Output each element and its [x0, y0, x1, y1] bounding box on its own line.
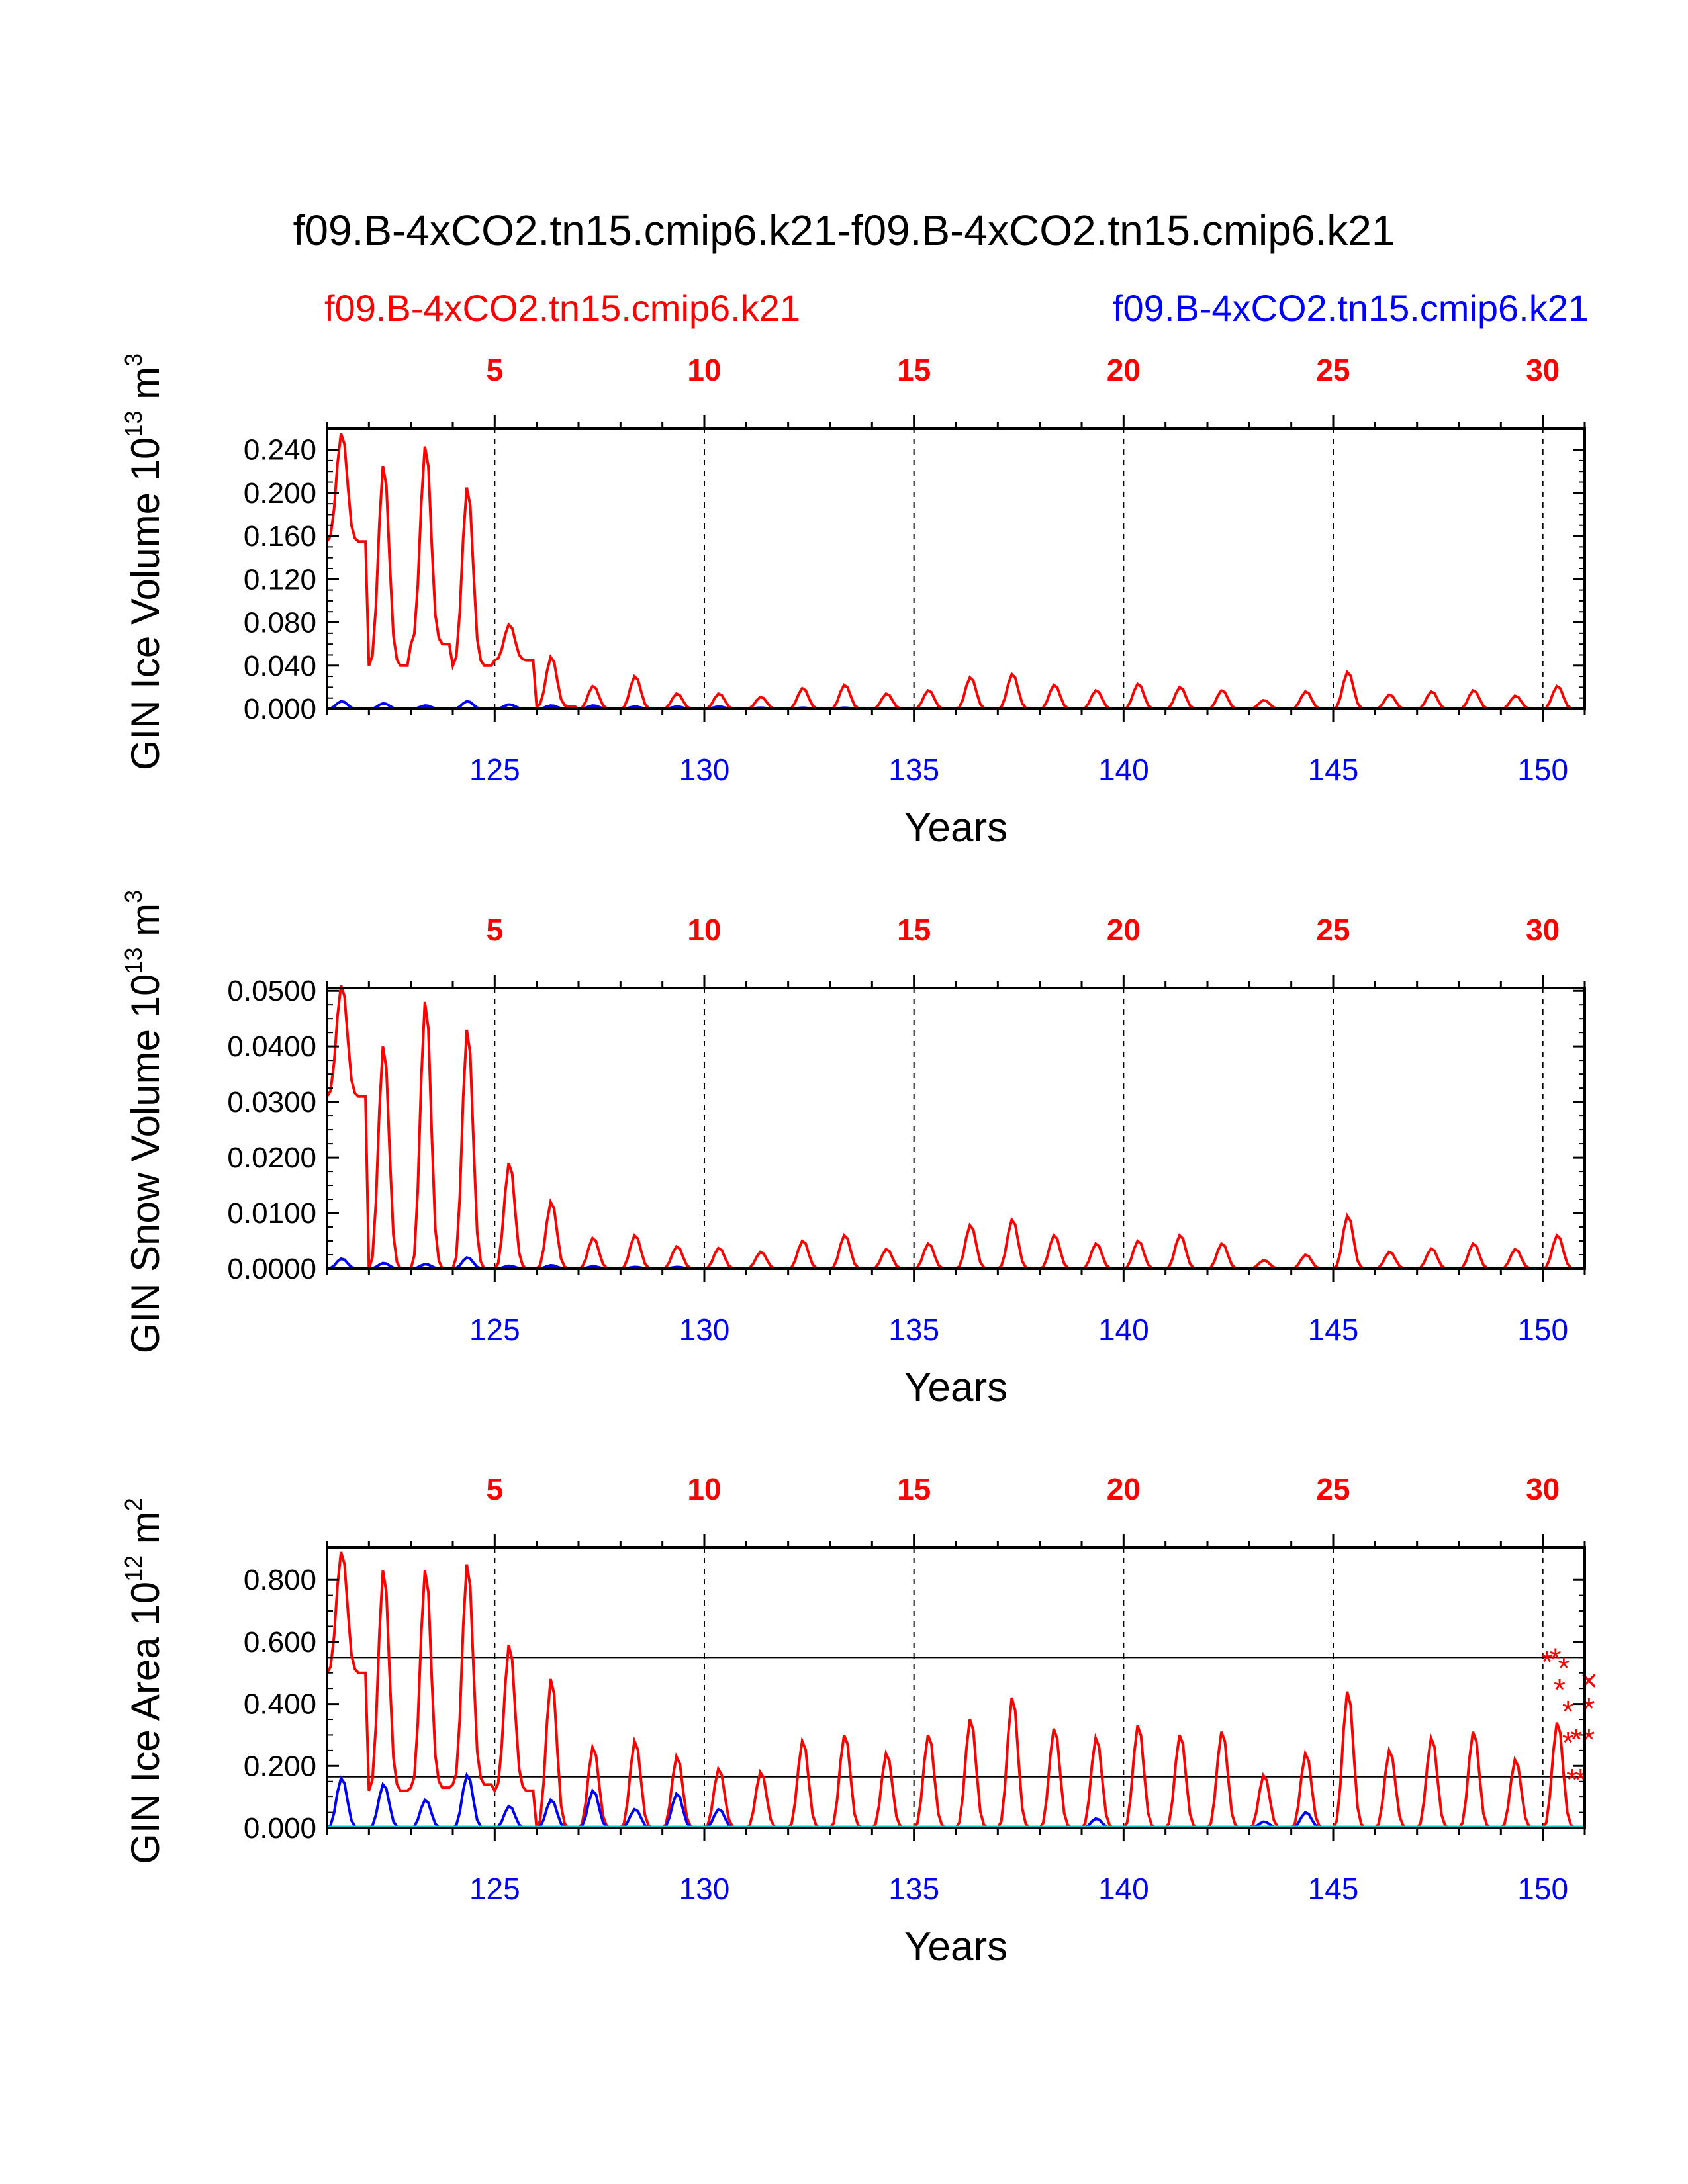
y-tick-label: 0.0200: [227, 1142, 316, 1174]
x-top-tick-label: 20: [1107, 913, 1141, 947]
x-top-tick-label: 20: [1107, 353, 1141, 387]
case-title-right: f09.B-4xCO2.tn15.cmip6.k21: [1113, 287, 1589, 329]
x-bottom-tick-label: 140: [1098, 752, 1149, 787]
x-top-tick-label: 25: [1316, 913, 1350, 947]
x-top-tick-label: 25: [1316, 353, 1350, 387]
x-bottom-tick-label: 125: [469, 752, 520, 787]
y-title-unit: m: [123, 367, 167, 411]
y-tick-label: 0.0400: [227, 1030, 316, 1063]
y-title-unit: m: [123, 903, 167, 948]
x-bottom-tick-label: 125: [469, 1872, 520, 1906]
x-axis-title: Years: [904, 1924, 1008, 1970]
y-tick-label: 0.200: [244, 1750, 316, 1782]
x-bottom-tick-label: 130: [679, 1872, 730, 1906]
case-title-left: f09.B-4xCO2.tn15.cmip6.k21: [324, 287, 800, 329]
series-line-blue: [326, 1255, 1581, 1270]
obs-marker: ×: [1580, 1663, 1598, 1698]
y-title-exponent: 12: [120, 1555, 147, 1582]
x-bottom-tick-label: 150: [1517, 1312, 1568, 1347]
obs-marker: *: [1562, 1725, 1574, 1760]
y-tick-label: 0.160: [244, 520, 316, 553]
x-top-tick-label: 25: [1316, 1472, 1350, 1506]
series-line-red: [326, 985, 1581, 1270]
y-tick-label: 0.0500: [227, 975, 316, 1007]
y-tick-label: 0.000: [244, 1812, 316, 1844]
y-tick-label: 0.040: [244, 650, 316, 682]
y-axis-title: GIN Ice Volume 1013 m3: [120, 353, 167, 770]
x-bottom-tick-label: 140: [1098, 1312, 1149, 1347]
obs-marker: *: [1550, 1641, 1562, 1676]
y-tick-label: 0.0300: [227, 1086, 316, 1118]
y-title-unit-exponent: 3: [120, 353, 147, 367]
obs-marker: *: [1558, 1651, 1570, 1685]
x-bottom-tick-label: 145: [1308, 1312, 1359, 1347]
y-title-exponent: 13: [120, 948, 147, 974]
x-top-tick-label: 30: [1526, 913, 1560, 947]
y-title-exponent: 13: [120, 411, 147, 437]
obs-marker: *: [1541, 1645, 1553, 1679]
series-line-blue: [326, 1772, 1581, 1829]
x-top-tick-label: 5: [487, 913, 504, 947]
y-title-text: GIN Ice Volume 10: [123, 437, 167, 771]
plot-frame: [326, 427, 1586, 710]
x-bottom-tick-label: 130: [679, 752, 730, 787]
series-line-red: [326, 1551, 1581, 1833]
x-top-tick-label: 5: [487, 1472, 504, 1506]
x-top-tick-label: 15: [897, 353, 931, 387]
x-bottom-tick-label: 150: [1517, 1872, 1568, 1906]
x-bottom-tick-label: 125: [469, 1312, 520, 1347]
obs-marker: *: [1570, 1722, 1582, 1756]
y-title-unit-exponent: 2: [120, 1498, 147, 1511]
y-tick-label: 0.200: [244, 477, 316, 510]
y-tick-label: 0.240: [244, 434, 316, 467]
x-top-tick-label: 10: [687, 913, 721, 947]
x-axis-title: Years: [904, 805, 1008, 850]
series-line-red: [326, 433, 1581, 711]
y-tick-label: 0.0000: [227, 1253, 316, 1285]
y-tick-label: 0.0100: [227, 1197, 316, 1230]
chart-title: f09.B-4xCO2.tn15.cmip6.k21-f09.B-4xCO2.t…: [293, 206, 1395, 254]
obs-marker: *: [1562, 1694, 1574, 1729]
obs-marker: *: [1554, 1672, 1566, 1707]
y-title-text: GIN Ice Area 10: [123, 1582, 167, 1864]
x-top-tick-label: 15: [897, 1472, 931, 1506]
panel-ice-area: ***********×0.0000.2000.4000.6000.800125…: [120, 1472, 1598, 1970]
panel-snow-volume: 0.0000 0.0100 0.0200 0.0300 0.0400 0.0500 125 1…: [120, 890, 1586, 1410]
y-axis-title: GIN Snow Volume 1013 m3: [120, 890, 167, 1353]
y-tick-label: 0.080: [244, 607, 316, 639]
obs-marker: *: [1566, 1762, 1578, 1797]
y-tick-label: 0.400: [244, 1688, 316, 1721]
x-top-tick-label: 15: [897, 913, 931, 947]
x-top-tick-label: 30: [1526, 1472, 1560, 1506]
x-top-tick-label: 10: [687, 353, 721, 387]
y-title-unit-exponent: 3: [120, 890, 147, 903]
y-tick-label: 0.000: [244, 693, 316, 725]
x-bottom-tick-label: 135: [888, 752, 939, 787]
x-bottom-tick-label: 145: [1308, 1872, 1359, 1906]
panel-ice-volume: 0.000 0.040 0.080 0.120 0.160 0.200 0.240 125 13…: [120, 353, 1586, 850]
y-title-text: GIN Snow Volume 10: [123, 974, 167, 1354]
x-bottom-tick-label: 135: [888, 1312, 939, 1347]
x-top-tick-label: 10: [687, 1472, 721, 1506]
x-bottom-tick-label: 130: [679, 1312, 730, 1347]
y-tick-label: 0.120: [244, 563, 316, 596]
y-tick-label: 0.800: [244, 1564, 316, 1596]
x-bottom-tick-label: 140: [1098, 1872, 1149, 1906]
y-axis-title: GIN Ice Area 1012 m2: [120, 1498, 167, 1864]
x-bottom-tick-label: 135: [888, 1872, 939, 1906]
x-axis-title: Years: [904, 1365, 1008, 1410]
x-top-tick-label: 5: [487, 353, 504, 387]
y-title-unit: m: [123, 1511, 167, 1555]
x-top-tick-label: 20: [1107, 1472, 1141, 1506]
x-bottom-tick-label: 145: [1308, 752, 1359, 787]
x-top-tick-label: 30: [1526, 353, 1560, 387]
y-tick-label: 0.600: [244, 1626, 316, 1659]
x-bottom-tick-label: 150: [1517, 752, 1568, 787]
